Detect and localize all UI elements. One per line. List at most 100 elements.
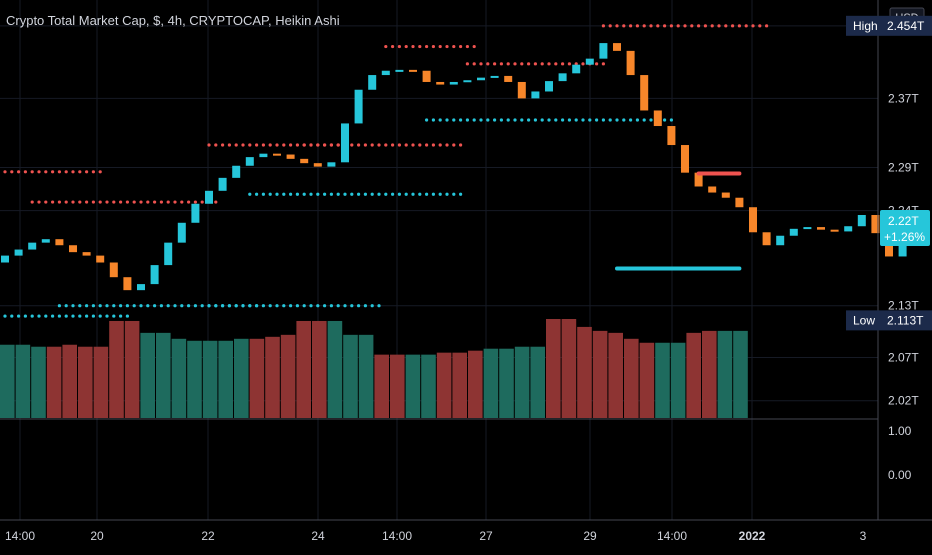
candle-bullish — [531, 91, 540, 99]
low-value-box — [880, 310, 932, 331]
support-dots-dot — [78, 314, 82, 318]
support-dots-dot — [17, 314, 21, 318]
volume-bar — [46, 346, 62, 418]
volume-bar — [702, 330, 717, 418]
volume-bar — [343, 334, 358, 418]
resistance-dots-dot — [44, 170, 48, 174]
resistance-dots-dot — [472, 44, 476, 49]
support-dots-dot — [85, 314, 89, 318]
support-dots-dot — [425, 118, 429, 122]
resistance-dots-dot — [64, 200, 68, 204]
support-dots-dot — [159, 304, 163, 308]
resistance-dots-dot — [302, 143, 306, 147]
resistance-dots-dot — [499, 62, 503, 66]
support-dots-dot — [275, 304, 279, 308]
support-dots — [207, 304, 381, 308]
candle-bullish — [898, 239, 907, 257]
last-price: 2.22T — [888, 214, 919, 228]
candle-bearish — [762, 232, 771, 246]
resistance-dots-dot — [10, 170, 14, 174]
time-tick-label: 27 — [479, 529, 493, 543]
resistance-dots-dot — [85, 170, 89, 174]
support-dots-dot — [10, 314, 14, 318]
resistance-dots-dot — [601, 62, 606, 66]
support-dots-dot — [425, 192, 429, 196]
support-dots-dot — [540, 118, 544, 122]
indicator-tick-label: 1.00 — [888, 424, 912, 438]
resistance-dots-dot — [78, 200, 82, 204]
candle-bullish — [218, 177, 227, 191]
support-dots-dot — [57, 314, 62, 318]
resistance-dots-dot — [452, 44, 456, 49]
candle-bearish — [830, 229, 839, 232]
volume-bar — [546, 319, 561, 418]
resistance-dots-dot — [642, 24, 646, 28]
support-dots-dot — [601, 118, 606, 122]
support-dots-dot — [363, 192, 367, 196]
chart-title: Crypto Total Market Cap, $, 4h, CRYPTOCA… — [6, 13, 340, 28]
indicator-axis[interactable]: 1.00 0.00 — [888, 424, 912, 482]
support-dots-dot — [98, 314, 102, 318]
volume-bar — [312, 320, 327, 418]
candles-layer — [1, 43, 921, 291]
candle-bearish — [653, 110, 662, 127]
support-dots-dot — [452, 192, 456, 196]
support-dots-dot — [642, 118, 646, 122]
volume-bar — [109, 320, 124, 418]
resistance-dots-dot — [241, 143, 245, 147]
resistance-dots-dot — [663, 24, 667, 28]
support-dots-dot — [547, 118, 551, 122]
last-change: +1.26% — [884, 230, 925, 244]
candle-bearish — [640, 75, 649, 111]
resistance-dots-dot — [649, 24, 653, 28]
resistance-dots-dot — [459, 143, 463, 147]
resistance-dots-dot — [431, 143, 435, 147]
resistance-dots-dot — [51, 200, 55, 204]
support-dots-dot — [112, 314, 116, 318]
resistance-dots-dot — [622, 24, 626, 28]
time-tick-label: 20 — [90, 529, 104, 543]
resistance-dots-dot — [567, 62, 572, 66]
support-dots-dot — [316, 192, 320, 196]
resistance-dots-dot — [289, 143, 293, 147]
resistance-dots-dot — [30, 200, 34, 204]
volume-bar — [0, 344, 15, 418]
resistance-dots-dot — [758, 24, 762, 28]
candle-bullish — [477, 77, 485, 81]
time-axis[interactable]: 14:00 20 22 24 14:00 27 29 14:00 2022 3 — [5, 529, 867, 543]
resistance-dots-dot — [765, 24, 769, 28]
support-dots-dot — [418, 192, 422, 196]
resistance-dots-dot — [547, 62, 551, 66]
candle-bullish — [354, 89, 363, 124]
resistance-dots — [601, 24, 769, 28]
candle-bullish — [245, 157, 254, 166]
support-dots-dot — [527, 118, 531, 122]
high-value: 2.454T — [887, 19, 925, 33]
candle-bearish — [300, 158, 309, 164]
volume-bar — [187, 340, 202, 418]
support-dots-dot — [125, 304, 129, 308]
price-badges: High 2.454T Low 2.113T 2.22T +1.26% — [846, 15, 932, 331]
time-tick-label: 14:00 — [382, 529, 412, 543]
volume-bar — [31, 346, 46, 418]
volume-bar — [296, 320, 311, 418]
volume-bar — [405, 354, 421, 418]
resistance-dots — [384, 44, 476, 49]
resistance-dots-dot — [425, 44, 429, 49]
candle-bullish — [490, 75, 499, 78]
support-dots-dot — [30, 314, 34, 318]
support-dots-dot — [275, 192, 279, 196]
resistance-dots-dot — [486, 62, 490, 66]
support-dots-dot — [357, 192, 361, 196]
support-dots-dot — [404, 192, 408, 196]
candle-bullish — [803, 227, 812, 230]
resistance-dots-dot — [166, 200, 170, 204]
resistance-dots-dot — [153, 200, 157, 204]
candle-bullish — [449, 81, 458, 85]
candle-bullish — [341, 123, 349, 163]
support-dots-dot — [234, 304, 238, 308]
